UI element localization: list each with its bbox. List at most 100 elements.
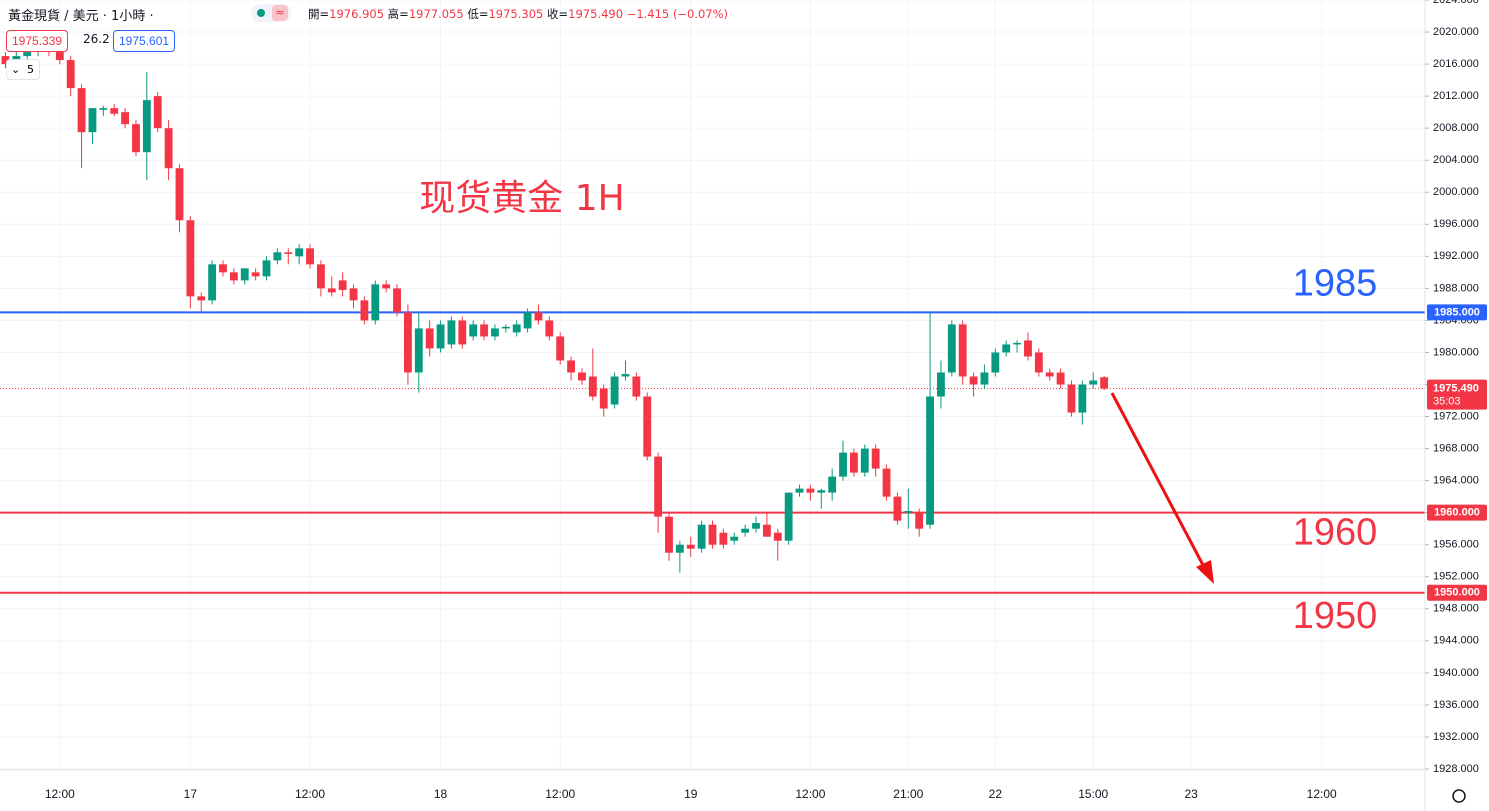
candle-body (947, 324, 956, 373)
status-icon: ≈ (272, 5, 288, 21)
x-tick-label: 23 (1184, 787, 1198, 801)
y-tick-label: 1932.000 (1433, 731, 1479, 743)
candle-body (349, 288, 358, 301)
candle-body (534, 312, 543, 321)
candle-body (66, 60, 75, 89)
candle-body (556, 336, 565, 361)
candle-body (447, 320, 456, 345)
status-pill[interactable]: ≈ (251, 4, 291, 22)
candle-body (828, 476, 837, 493)
candle-body (697, 524, 706, 549)
candle-body (708, 524, 717, 545)
candle-body (99, 108, 108, 110)
y-tick-label: 1996.000 (1433, 218, 1479, 230)
candle-body (208, 264, 217, 301)
level-label: 1960 (1293, 512, 1378, 554)
y-tick-label: 1948.000 (1433, 603, 1479, 615)
candle-body (904, 511, 913, 513)
candle-body (719, 532, 728, 545)
candle-body (273, 252, 282, 261)
axes: 1928.000 1932.000 1936.000 1940.000 1944.000… (45, 0, 1487, 801)
y-tick-label: 1956.000 (1433, 539, 1479, 551)
y-tick-label: 2024.000 (1433, 0, 1479, 6)
x-tick-label: 19 (684, 787, 698, 801)
candle-body (643, 396, 652, 457)
y-tick-label: 1936.000 (1433, 699, 1479, 711)
candle-body (784, 492, 793, 541)
y-tick-label: 1968.000 (1433, 442, 1479, 454)
candle-body (958, 324, 967, 377)
candle-body (871, 448, 880, 469)
candle-body (382, 284, 391, 289)
settings-icon[interactable] (1452, 789, 1466, 803)
x-tick-label: 15:00 (1078, 787, 1108, 801)
candle-body (121, 112, 130, 125)
candle-body (110, 108, 119, 114)
ohlc-key: 低= (467, 7, 489, 21)
candle-body (175, 168, 184, 221)
candle-body (480, 324, 488, 337)
level-badge-label: 1985.000 (1434, 306, 1480, 318)
y-tick-label: 1972.000 (1433, 410, 1479, 422)
ohlc-key: 高= (387, 7, 409, 21)
candle-body (882, 468, 891, 497)
y-tick-label: 1992.000 (1433, 250, 1479, 262)
candle-body (316, 264, 325, 289)
candle-body (545, 320, 554, 337)
candle-body (1056, 372, 1065, 385)
candle-body (338, 280, 347, 290)
candle-body (55, 52, 64, 61)
grid (0, 0, 1425, 770)
candle-body (937, 372, 945, 397)
x-tick-label: 12:00 (545, 787, 575, 801)
bid-price[interactable]: 1975.339 (6, 30, 69, 52)
candle-body (360, 300, 369, 321)
candle-body (567, 360, 576, 373)
candle-body (1002, 344, 1011, 353)
candle-body (621, 374, 630, 377)
candle-body (404, 312, 412, 373)
candle-body (915, 512, 924, 529)
last-price-label: 1975.490 (1433, 382, 1479, 394)
candle-body (491, 328, 499, 337)
candle-body (1100, 377, 1109, 389)
y-tick-label: 2004.000 (1433, 154, 1479, 166)
candle-body (512, 324, 521, 333)
candle-body (240, 268, 249, 281)
indicators-toggle[interactable]: ⌄ 5 (6, 59, 40, 80)
y-tick-label: 2016.000 (1433, 58, 1479, 70)
candle-body (284, 252, 293, 254)
candle-body (588, 376, 597, 397)
x-tick-label: 12:00 (295, 787, 325, 801)
candle-body (1089, 380, 1098, 385)
candle-body (327, 288, 336, 293)
ask-price[interactable]: 1975.601 (113, 30, 176, 52)
x-tick-label: 18 (434, 787, 448, 801)
arrow-head (1196, 560, 1214, 584)
candle-body (142, 100, 151, 153)
candles (1, 40, 1109, 573)
y-tick-label: 1944.000 (1433, 635, 1479, 647)
level-badge (1427, 504, 1487, 521)
level-badge-label: 1960.000 (1434, 507, 1480, 519)
candle-body (893, 496, 902, 521)
candle-body (991, 352, 1000, 373)
candle-body (425, 328, 434, 349)
ohlc-value: 1977.055 (408, 7, 464, 21)
candle-body (1034, 352, 1043, 373)
y-tick-label: 2012.000 (1433, 90, 1479, 102)
y-tick-label: 1928.000 (1433, 763, 1479, 775)
candle-body (980, 372, 989, 385)
ohlc-key: 開= (308, 7, 330, 21)
candle-body (523, 312, 532, 329)
y-tick-label: 2008.000 (1433, 122, 1479, 134)
candle-body (741, 528, 750, 533)
level-badge (1427, 584, 1487, 601)
chevron: ⌄ (11, 63, 21, 76)
candle-body (849, 452, 858, 473)
x-tick-label: 21:00 (893, 787, 923, 801)
candle-body (686, 544, 695, 549)
candle-body (186, 220, 195, 297)
